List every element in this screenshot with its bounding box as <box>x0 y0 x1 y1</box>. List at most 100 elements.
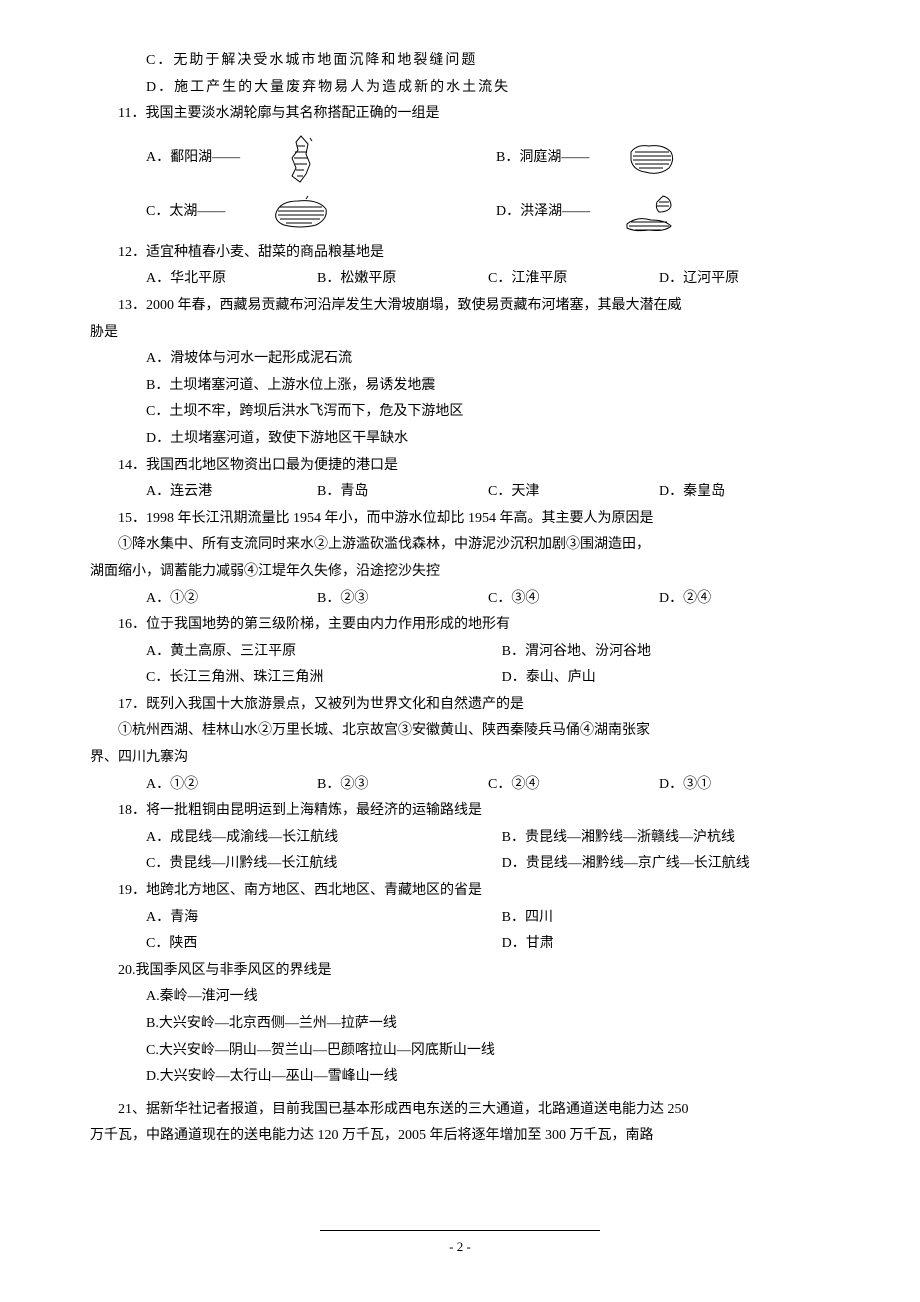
q14-stem: 14．我国西北地区物资出口最为便捷的港口是 <box>90 453 830 480</box>
q13-c: C．土坝不牢，跨坝后洪水飞泻而下，危及下游地区 <box>90 399 830 426</box>
q18-options-2: C．贵昆线—川黔线—长江航线 D．贵昆线—湘黔线—京广线—长江航线 <box>90 851 830 878</box>
lake-outline-icon <box>270 193 332 233</box>
q16-a: A．黄土高原、三江平原 <box>146 639 502 666</box>
q16-b: B．渭河谷地、汾河谷地 <box>502 639 830 666</box>
q19-d: D．甘肃 <box>502 931 830 958</box>
lake-outline-icon <box>621 190 681 236</box>
q11-b-label: B．洞庭湖—— <box>496 145 616 172</box>
text: A．①② <box>146 591 198 606</box>
text: ①杭州西湖、桂林山水②万里长城、北京故宫③安徽黄山、陕西秦陵兵马俑④湖南张家 <box>90 723 650 738</box>
text: D．②④ <box>659 591 711 606</box>
q13-b: B．土坝堵塞河道、上游水位上涨，易诱发地震 <box>90 373 830 400</box>
q19-options-2: C．陕西 D．甘肃 <box>90 931 830 958</box>
text: B．四川 <box>502 910 553 925</box>
q15-stem: 15．1998 年长江汛期流量比 1954 年小，而中游水位却比 1954 年高… <box>90 506 830 533</box>
q19-a: A．青海 <box>146 905 502 932</box>
q13-stem-2: 胁是 <box>90 320 830 347</box>
q16-c: C．长江三角洲、珠江三角洲 <box>146 665 502 692</box>
text: A．连云港 <box>146 484 212 499</box>
q18-a: A．成昆线—成渝线—长江航线 <box>146 825 502 852</box>
q20-d: D.大兴安岭—太行山—巫山—雪峰山一线 <box>90 1064 830 1091</box>
text: B．青岛 <box>317 484 368 499</box>
text: B．贵昆线—湘黔线—浙赣线—沪杭线 <box>502 830 735 845</box>
q18-d: D．贵昆线—湘黔线—京广线—长江航线 <box>502 851 830 878</box>
text: 20.我国季风区与非季风区的界线是 <box>118 963 332 978</box>
text: D．洪泽湖—— <box>496 204 590 219</box>
text: 13．2000 年春，西藏易贡藏布河沿岸发生大滑坡崩塌，致使易贡藏布河堵塞，其最… <box>118 298 682 313</box>
footer-rule <box>320 1230 600 1231</box>
q15-d: D．②④ <box>659 586 830 613</box>
q14-options: A．连云港 B．青岛 C．天津 D．秦皇岛 <box>90 479 830 506</box>
page-footer: - 2 - <box>0 1230 920 1260</box>
q11-stem: 11．我国主要淡水湖轮廓与其名称搭配正确的一组是 <box>90 101 830 128</box>
exam-page: C．无助于解决受水城市地面沉降和地裂缝问题 D．施工产生的大量废弃物易人为造成新… <box>0 0 920 1302</box>
q16-stem: 16．位于我国地势的第三级阶梯，主要由内力作用形成的地形有 <box>90 612 830 639</box>
q19-b: B．四川 <box>502 905 830 932</box>
q19-stem: 19．地跨北方地区、南方地区、西北地区、青藏地区的省是 <box>90 878 830 905</box>
text: B．松嫩平原 <box>317 271 396 286</box>
text: D．辽河平原 <box>659 271 739 286</box>
q13-d: D．土坝堵塞河道，致使下游地区干旱缺水 <box>90 426 830 453</box>
text: D.大兴安岭—太行山—巫山—雪峰山一线 <box>146 1069 398 1084</box>
q15-options: A．①② B．②③ C．③④ D．②④ <box>90 586 830 613</box>
q12-d: D．辽河平原 <box>659 266 830 293</box>
text: A．青海 <box>146 910 198 925</box>
q12-b: B．松嫩平原 <box>317 266 488 293</box>
q14-c: C．天津 <box>488 479 659 506</box>
q17-cond-2: 界、四川九寨沟 <box>90 745 830 772</box>
q18-stem: 18．将一批粗铜由昆明运到上海精炼，最经济的运输路线是 <box>90 798 830 825</box>
text: D．秦皇岛 <box>659 484 725 499</box>
q14-a: A．连云港 <box>146 479 317 506</box>
q21-line-2: 万千瓦，中路通道现在的送电能力达 120 万千瓦，2005 年后将逐年增加至 3… <box>90 1123 830 1150</box>
q19-options-1: A．青海 B．四川 <box>90 905 830 932</box>
q15-cond-2: 湖面缩小，调蓄能力减弱④江堤年久失修，沿途挖沙失控 <box>90 559 830 586</box>
text: 11．我国主要淡水湖轮廓与其名称搭配正确的一组是 <box>118 106 439 121</box>
q11-c-icon-slot <box>266 193 336 233</box>
text: 16．位于我国地势的第三级阶梯，主要由内力作用形成的地形有 <box>118 617 510 632</box>
text: 17．既列入我国十大旅游景点，又被列为世界文化和自然遗产的是 <box>118 697 524 712</box>
text: D．贵昆线—湘黔线—京广线—长江航线 <box>502 856 750 871</box>
lake-outline-icon <box>623 138 679 180</box>
text: A．滑坡体与河水一起形成泥石流 <box>146 351 352 366</box>
q18-b: B．贵昆线—湘黔线—浙赣线—沪杭线 <box>502 825 830 852</box>
text: 万千瓦，中路通道现在的送电能力达 120 万千瓦，2005 年后将逐年增加至 3… <box>90 1128 654 1143</box>
q10-option-d: D．施工产生的大量废弃物易人为造成新的水土流失 <box>90 75 830 102</box>
q11-c-label: C．太湖—— <box>146 199 266 226</box>
text: C．陕西 <box>146 936 197 951</box>
text: C．太湖—— <box>146 204 225 219</box>
text: D．③① <box>659 777 711 792</box>
text: A.秦岭—淮河一线 <box>146 989 258 1004</box>
text: C．土坝不牢，跨坝后洪水飞泻而下，危及下游地区 <box>146 404 463 419</box>
q20-b: B.大兴安岭—北京西侧—兰州—拉萨一线 <box>90 1011 830 1038</box>
q13-a: A．滑坡体与河水一起形成泥石流 <box>90 346 830 373</box>
text: 19．地跨北方地区、南方地区、西北地区、青藏地区的省是 <box>118 883 482 898</box>
q11-d-label: D．洪泽湖—— <box>496 199 616 226</box>
text: 界、四川九寨沟 <box>90 750 188 765</box>
q16-options-2: C．长江三角洲、珠江三角洲 D．泰山、庐山 <box>90 665 830 692</box>
q17-a: A．①② <box>146 772 317 799</box>
text: A．黄土高原、三江平原 <box>146 644 296 659</box>
text: C．贵昆线—川黔线—长江航线 <box>146 856 337 871</box>
q17-options: A．①② B．②③ C．②④ D．③① <box>90 772 830 799</box>
text: C．③④ <box>488 591 539 606</box>
q15-a: A．①② <box>146 586 317 613</box>
text: D．施工产生的大量废弃物易人为造成新的水土流失 <box>146 80 510 95</box>
text: C．②④ <box>488 777 539 792</box>
text: 12．适宜种植春小麦、甜菜的商品粮基地是 <box>118 245 384 260</box>
q20-c: C.大兴安岭—阴山—贺兰山—巴颜喀拉山—冈底斯山一线 <box>90 1038 830 1065</box>
q20-a: A.秦岭—淮河一线 <box>90 984 830 1011</box>
text: B．②③ <box>317 777 368 792</box>
q11-row-ab: A．鄱阳湖—— B．洞庭湖—— <box>90 132 830 186</box>
text: A．鄱阳湖—— <box>146 150 240 165</box>
q17-d: D．③① <box>659 772 830 799</box>
q21-line-1: 21、据新华社记者报道，目前我国已基本形成西电东送的三大通道，北路通道送电能力达… <box>90 1097 830 1124</box>
q14-b: B．青岛 <box>317 479 488 506</box>
q16-options-1: A．黄土高原、三江平原 B．渭河谷地、汾河谷地 <box>90 639 830 666</box>
q18-c: C．贵昆线—川黔线—长江航线 <box>146 851 502 878</box>
text: A．成昆线—成渝线—长江航线 <box>146 830 338 845</box>
text: 18．将一批粗铜由昆明运到上海精炼，最经济的运输路线是 <box>118 803 482 818</box>
text: C．无助于解决受水城市地面沉降和地裂缝问题 <box>146 53 477 68</box>
lake-outline-icon <box>278 132 324 186</box>
q12-c: C．江淮平原 <box>488 266 659 293</box>
q17-c: C．②④ <box>488 772 659 799</box>
